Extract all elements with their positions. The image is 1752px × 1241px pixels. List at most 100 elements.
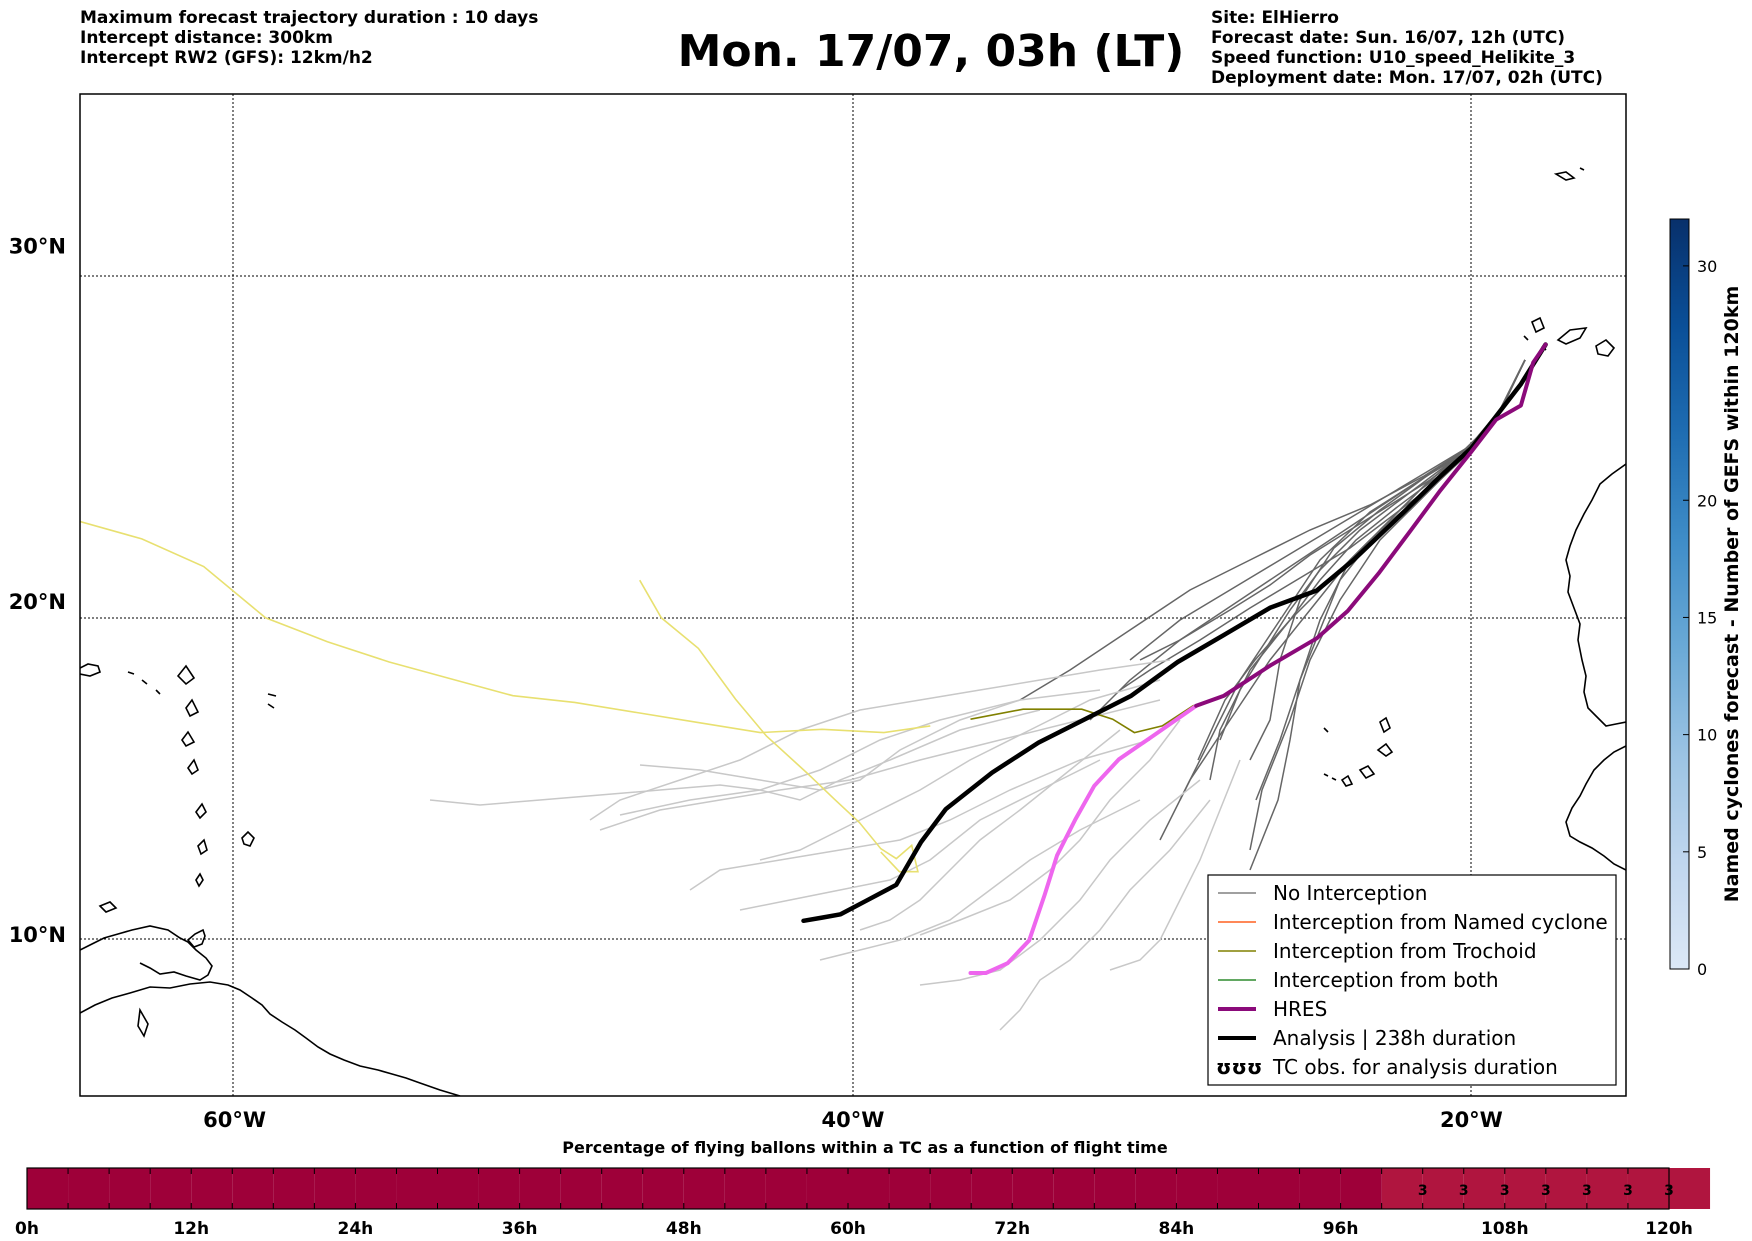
header-info-left: Maximum forecast trajectory duration : 1…	[80, 8, 538, 68]
chart-title: Mon. 17/07, 03h (LT)	[677, 26, 1185, 77]
hres-extension-line	[968, 703, 1199, 975]
tc-bar-tick-label: 0h	[15, 1219, 39, 1239]
tc-bar-cell-value: 3	[1582, 1183, 1592, 1199]
colorbar-tick-label: 10	[1697, 726, 1717, 745]
colorbar-tick-label: 20	[1697, 491, 1717, 510]
tc-bar-cell	[396, 1168, 438, 1209]
header-info-right: Site: ElHierro Forecast date: Sun. 16/07…	[1211, 8, 1603, 88]
tc-bar-tick-label: 36h	[502, 1219, 538, 1239]
tc-bar-cell	[1669, 1168, 1711, 1209]
tc-bar-tick-label: 96h	[1323, 1219, 1359, 1239]
tc-bar-cell	[519, 1168, 561, 1209]
ensemble-trajectory-light	[999, 799, 1211, 1031]
west-africa-coast-south	[1565, 745, 1626, 871]
tc-bar-cell	[1545, 1168, 1587, 1209]
tc-bar-frame	[26, 1167, 1670, 1210]
series-layer	[801, 342, 1548, 975]
tc-bar-cell	[314, 1168, 356, 1209]
x-tick-label: 40°W	[822, 1108, 885, 1132]
tc-bar-cell	[1217, 1168, 1259, 1209]
trochoid-line	[639, 579, 919, 873]
canary-islands	[1523, 316, 1616, 357]
west-africa-coast	[1565, 463, 1626, 727]
tc-bar-cell	[109, 1168, 151, 1209]
ensemble-trajectory-light	[739, 759, 1101, 911]
ensemble-trajectory-light	[919, 719, 1181, 936]
tc-bar-cell-value: 3	[1459, 1183, 1469, 1199]
analysis-line	[801, 342, 1548, 924]
site-text: Site: ElHierro	[1211, 8, 1339, 28]
tc-bar-cell-value: 3	[1418, 1183, 1428, 1199]
tc-bar-cell	[1094, 1168, 1136, 1209]
tc-bar-cell	[478, 1168, 520, 1209]
tc-bar-cell	[1504, 1168, 1546, 1209]
ensemble-trajectory-light	[639, 699, 1021, 791]
ensemble-trajectory-light	[599, 699, 1161, 831]
map-frame	[79, 93, 1627, 1097]
tc-bar-cell	[1463, 1168, 1505, 1209]
speed-function-text: Speed function: U10_speed_Helikite_3	[1211, 48, 1576, 68]
madeira	[1553, 167, 1585, 181]
axis-labels: 60°W 40°W 20°W 10°N 20°N 30°N	[9, 235, 1503, 1132]
legend-label: TC obs. for analysis duration	[1272, 1055, 1558, 1079]
y-tick-label: 20°N	[9, 590, 66, 614]
max-duration-text: Maximum forecast trajectory duration : 1…	[80, 8, 539, 28]
legend-symbol-tc: ʊʊʊ	[1216, 1055, 1262, 1079]
tc-bar-cell	[68, 1168, 110, 1209]
deployment-date-text: Deployment date: Mon. 17/07, 02h (UTC)	[1211, 68, 1603, 88]
cape-verde	[1323, 716, 1394, 787]
tc-bar-cell-value: 3	[1623, 1183, 1633, 1199]
legend-label: Interception from both	[1273, 968, 1499, 992]
lesser-antilles	[176, 664, 208, 888]
tc-bar-cell	[642, 1168, 684, 1209]
tc-bar-tick-label: 48h	[666, 1219, 702, 1239]
tc-bar-tick-label: 72h	[994, 1219, 1030, 1239]
legend-label: Interception from Named cyclone	[1273, 910, 1608, 934]
virgin-islands	[127, 671, 277, 709]
tc-bar-cell	[889, 1168, 931, 1209]
tc-bar-tick-label: 108h	[1481, 1219, 1529, 1239]
ensemble-trajectory-light	[429, 709, 1041, 806]
guadeloupe-coast	[241, 830, 255, 847]
tc-bar-cell	[1381, 1168, 1423, 1209]
tc-bar-cell	[971, 1168, 1013, 1209]
tc-bar-title: Percentage of flying ballons within a TC…	[562, 1138, 1168, 1157]
colorbar: Named cyclones forecast - Number of GEFS…	[1669, 218, 1743, 979]
legend-label: Analysis | 238h duration	[1273, 1026, 1516, 1050]
tc-bar-cell	[765, 1168, 807, 1209]
colorbar-tick-label: 0	[1697, 960, 1707, 979]
tc-bar-tick-label: 84h	[1159, 1219, 1195, 1239]
tc-bar-cell	[437, 1168, 479, 1209]
ensemble-trajectory-light	[589, 659, 1171, 821]
colorbar-tick-label: 5	[1697, 843, 1707, 862]
legend-label: No Interception	[1273, 881, 1427, 905]
tc-bar-cell	[930, 1168, 972, 1209]
tc-bar-cell	[683, 1168, 725, 1209]
tc-bar-cell	[232, 1168, 274, 1209]
colorbar-tick-label: 30	[1697, 257, 1717, 276]
south-america-coast	[80, 981, 461, 1096]
tc-bar-cell	[1053, 1168, 1095, 1209]
tc-bar-cell	[1586, 1168, 1628, 1209]
legend-label: Interception from Trochoid	[1273, 939, 1537, 963]
tc-bar-cell-value: 3	[1541, 1183, 1551, 1199]
y-tick-label: 10°N	[9, 923, 66, 947]
tc-bar-tick-label: 120h	[1645, 1219, 1693, 1239]
ensemble-trajectory-light	[619, 689, 1101, 816]
ensemble-trajectory-light	[819, 799, 1141, 961]
ensemble-trajectory-light	[1109, 759, 1241, 971]
puerto-rico-coast	[80, 663, 101, 677]
tc-bar-cell	[1135, 1168, 1177, 1209]
legend-label: HRES	[1273, 997, 1327, 1021]
ensemble-trajectory-light	[919, 779, 1201, 986]
intercept-rw2-text: Intercept RW2 (GFS): 12km/h2	[80, 48, 373, 68]
y-tick-label: 30°N	[9, 235, 66, 259]
tc-bar-cell	[724, 1168, 766, 1209]
tc-bar-tick-label: 12h	[173, 1219, 209, 1239]
x-tick-label: 60°W	[203, 1108, 266, 1132]
tc-bar-tick-label: 24h	[338, 1219, 374, 1239]
tc-bar-cell	[1627, 1168, 1669, 1209]
ensemble-trajectory-light	[689, 739, 1151, 891]
tc-bar-cell	[27, 1168, 69, 1209]
tc-bar-cell	[1012, 1168, 1054, 1209]
